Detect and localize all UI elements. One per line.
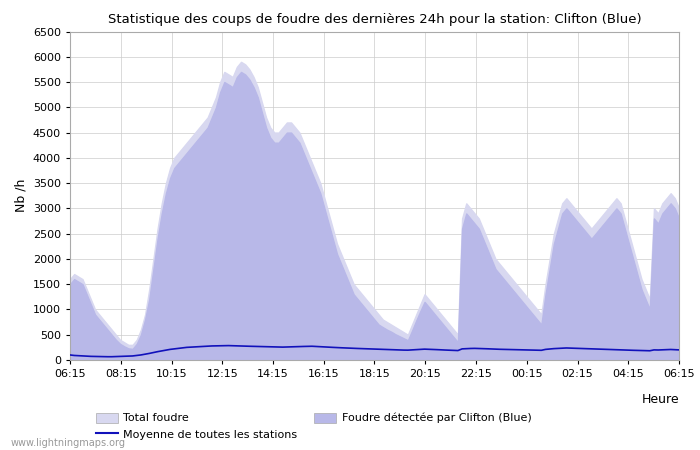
Y-axis label: Nb /h: Nb /h	[14, 179, 27, 212]
Text: www.lightningmaps.org: www.lightningmaps.org	[10, 438, 125, 448]
Title: Statistique des coups de foudre des dernières 24h pour la station: Clifton (Blue: Statistique des coups de foudre des dern…	[108, 13, 641, 26]
Legend: Total foudre, Moyenne de toutes les stations, Foudre détectée par Clifton (Blue): Total foudre, Moyenne de toutes les stat…	[91, 408, 536, 444]
Text: Heure: Heure	[641, 393, 679, 406]
